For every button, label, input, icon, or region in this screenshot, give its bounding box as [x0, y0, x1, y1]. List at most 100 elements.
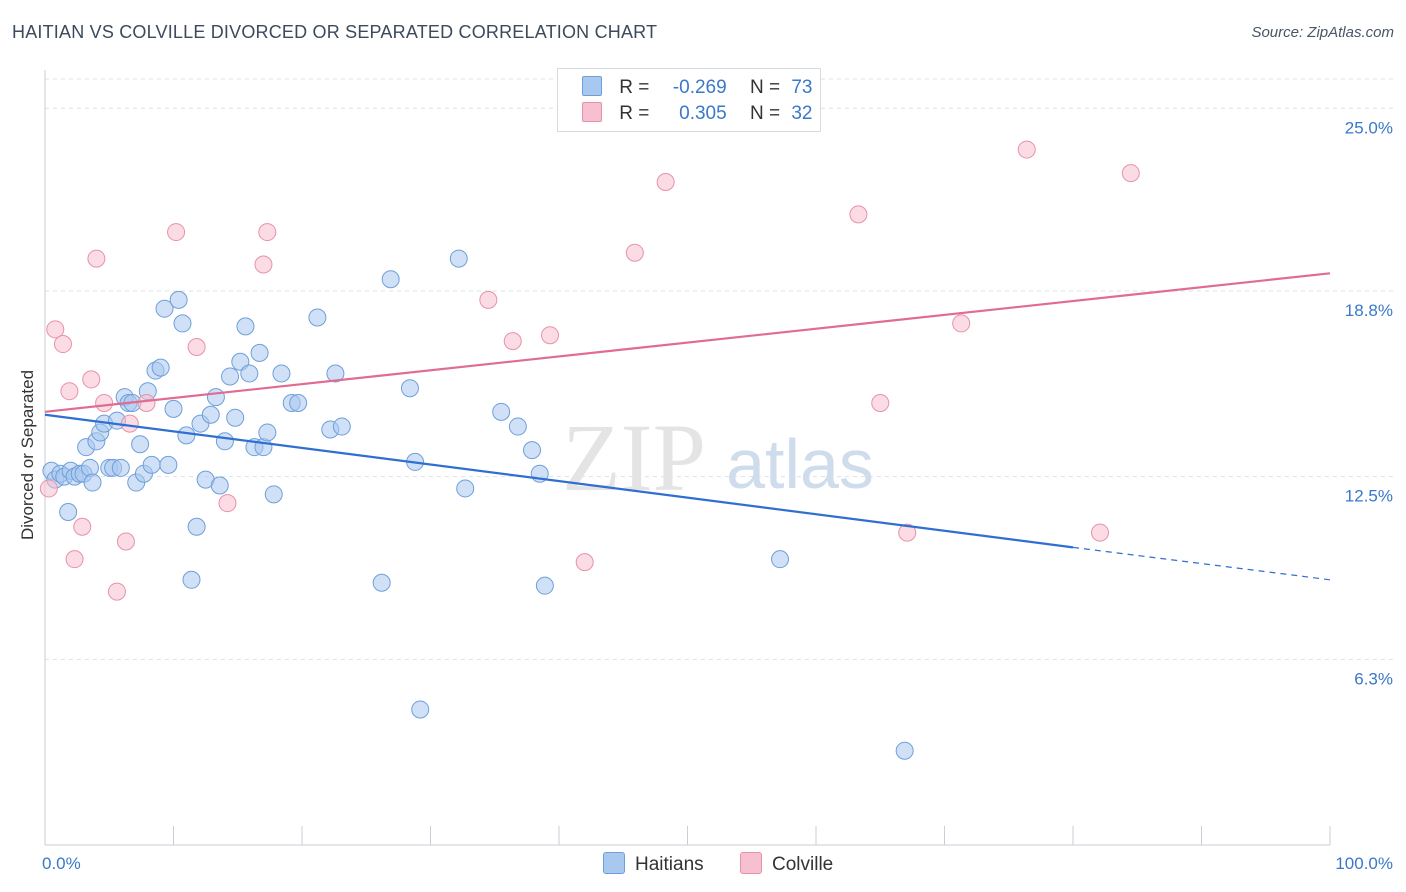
data-point-haitians [508, 417, 527, 436]
legend-swatch-colville [740, 852, 762, 874]
watermark-zip: ZIP [562, 404, 706, 511]
data-point-haitians [264, 485, 283, 504]
legend-label-haitians: Haitians [635, 854, 704, 875]
data-point-colville [187, 337, 206, 356]
data-point-colville [575, 553, 594, 572]
data-point-colville [116, 532, 135, 551]
data-point-colville [167, 223, 186, 242]
data-point-haitians [332, 417, 351, 436]
data-point-colville [65, 550, 84, 569]
y-tick-label: 25.0% [1345, 118, 1393, 137]
data-point-haitians [449, 249, 468, 268]
data-point-colville [849, 205, 868, 224]
data-point-haitians [210, 476, 229, 495]
data-point-colville [1121, 164, 1140, 183]
data-point-colville [898, 523, 917, 542]
data-point-colville [120, 414, 139, 433]
data-point-haitians [895, 741, 914, 760]
data-point-haitians [400, 379, 419, 398]
data-point-haitians [456, 479, 475, 498]
legend-row-haitians: R = -0.269 N = 73 [582, 76, 812, 100]
data-point-haitians [272, 364, 291, 383]
data-point-colville [46, 320, 65, 339]
data-point-haitians [206, 388, 225, 407]
data-point-haitians [182, 570, 201, 589]
y-tick-label: 18.8% [1345, 301, 1393, 320]
data-point-haitians [173, 314, 192, 333]
chart-source: Source: ZipAtlas.com [1251, 24, 1394, 41]
data-point-colville [952, 314, 971, 333]
data-point-haitians [250, 343, 269, 362]
data-point-colville [1017, 140, 1036, 159]
legend-r-label: R = [619, 103, 650, 124]
data-point-colville [218, 494, 237, 513]
trend-line-colville [44, 272, 1331, 413]
chart-title: HAITIAN VS COLVILLE DIVORCED OR SEPARATE… [12, 22, 658, 42]
legend-swatch-haitians [603, 852, 625, 874]
data-point-haitians [289, 393, 308, 412]
data-point-haitians [411, 700, 430, 719]
data-points [39, 140, 1140, 760]
watermark: ZIP atlas [562, 404, 874, 511]
data-point-colville [60, 382, 79, 401]
legend-swatch-colville [582, 102, 602, 122]
series-legend: Haitians Colville [0, 852, 1406, 876]
data-point-haitians [111, 458, 130, 477]
stats-legend: R = -0.269 N = 73 R = 0.305 N = 32 [557, 68, 821, 132]
data-point-haitians [164, 399, 183, 418]
legend-r-label: R = [619, 77, 650, 98]
trend-line-haitians [44, 413, 1074, 549]
data-point-haitians [240, 364, 259, 383]
data-point-haitians [83, 473, 102, 492]
data-point-colville [53, 335, 72, 354]
data-point-haitians [771, 550, 790, 569]
data-point-colville [625, 243, 644, 262]
legend-row-colville: R = 0.305 N = 32 [582, 102, 812, 126]
data-point-haitians [151, 358, 170, 377]
data-point-colville [254, 255, 273, 274]
data-point-colville [656, 172, 675, 191]
data-point-haitians [159, 455, 178, 474]
legend-n-label: N = [749, 77, 781, 98]
data-point-colville [39, 479, 58, 498]
legend-label-colville: Colville [772, 854, 834, 875]
data-point-haitians [80, 458, 99, 477]
data-point-colville [1090, 523, 1109, 542]
series-colville [39, 140, 1140, 601]
data-point-colville [541, 326, 560, 345]
data-point-haitians [258, 423, 277, 442]
data-point-colville [503, 332, 522, 351]
data-point-colville [479, 290, 498, 309]
data-point-colville [82, 370, 101, 389]
data-point-colville [871, 393, 890, 412]
data-point-haitians [177, 426, 196, 445]
data-point-haitians [492, 402, 511, 421]
data-point-haitians [59, 503, 78, 522]
data-point-haitians [226, 408, 245, 427]
legend-swatch-haitians [582, 76, 602, 96]
data-point-haitians [131, 435, 150, 454]
data-point-colville [87, 249, 106, 268]
y-tick-label: 12.5% [1345, 487, 1393, 506]
data-point-haitians [221, 367, 240, 386]
data-point-haitians [169, 290, 188, 309]
data-point-haitians [215, 432, 234, 451]
x-tick-label: 0.0% [42, 854, 81, 873]
trend-lines [44, 272, 1331, 581]
legend-n-label: N = [749, 103, 781, 124]
data-point-haitians [381, 270, 400, 289]
data-point-haitians [201, 405, 220, 424]
data-point-colville [258, 223, 277, 242]
legend-n-value-colville: 32 [791, 103, 813, 124]
legend-r-value-colville: 0.305 [679, 103, 727, 124]
data-point-haitians [535, 576, 554, 595]
data-point-colville [137, 393, 156, 412]
legend-item-colville: Colville [740, 852, 833, 876]
legend-item-haitians: Haitians [603, 852, 704, 876]
data-point-haitians [236, 317, 255, 336]
data-point-haitians [187, 517, 206, 536]
watermark-atlas: atlas [726, 425, 874, 503]
legend-n-value-haitians: 73 [791, 77, 813, 98]
tick-labels: 6.3% 12.5% 18.8% 25.0% 0.0% 100.0% [42, 118, 1393, 873]
